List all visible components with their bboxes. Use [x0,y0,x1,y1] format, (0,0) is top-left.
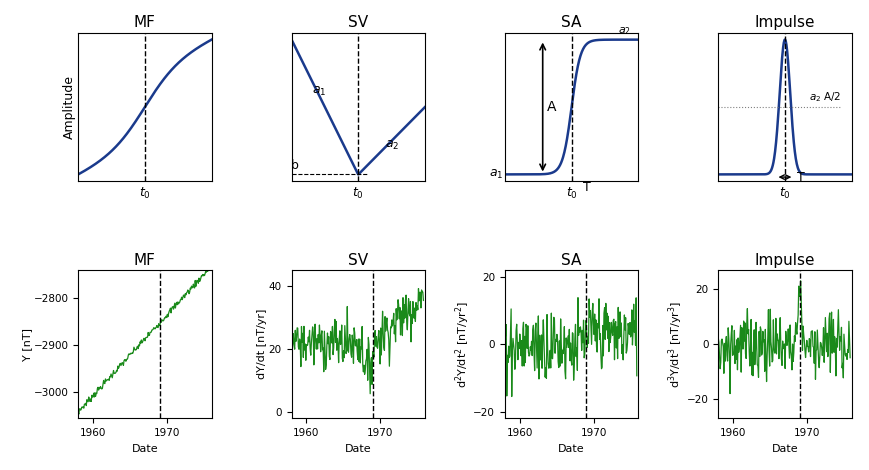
Title: MF: MF [134,16,156,31]
Y-axis label: Y [nT]: Y [nT] [22,328,32,360]
Text: $a_1$: $a_1$ [312,85,326,98]
Title: SA: SA [561,252,581,267]
Title: MF: MF [134,252,156,267]
Title: SV: SV [348,252,368,267]
Text: T: T [583,181,591,195]
Y-axis label: Amplitude: Amplitude [63,75,76,139]
Text: b: b [290,159,298,172]
Title: Impulse: Impulse [754,16,815,31]
Text: $a_1$: $a_1$ [489,168,504,181]
Y-axis label: d$^3$Y/dt$^3$ [nT/yr$^3$]: d$^3$Y/dt$^3$ [nT/yr$^3$] [667,301,686,388]
Text: $a_2$: $a_2$ [385,139,399,151]
Title: SV: SV [348,16,368,31]
X-axis label: Date: Date [131,444,158,454]
Text: $a_2$: $a_2$ [618,25,631,37]
Y-axis label: dY/dt [nT/yr]: dY/dt [nT/yr] [257,309,268,379]
X-axis label: Date: Date [772,444,799,454]
Title: SA: SA [561,16,581,31]
Y-axis label: d$^2$Y/dt$^2$ [nT/yr$^2$]: d$^2$Y/dt$^2$ [nT/yr$^2$] [454,301,472,388]
Title: Impulse: Impulse [754,252,815,267]
Text: A: A [547,100,556,114]
X-axis label: Date: Date [558,444,585,454]
X-axis label: Date: Date [345,444,372,454]
Text: T: T [797,171,804,184]
Text: $a_2$ A/2: $a_2$ A/2 [809,91,841,104]
